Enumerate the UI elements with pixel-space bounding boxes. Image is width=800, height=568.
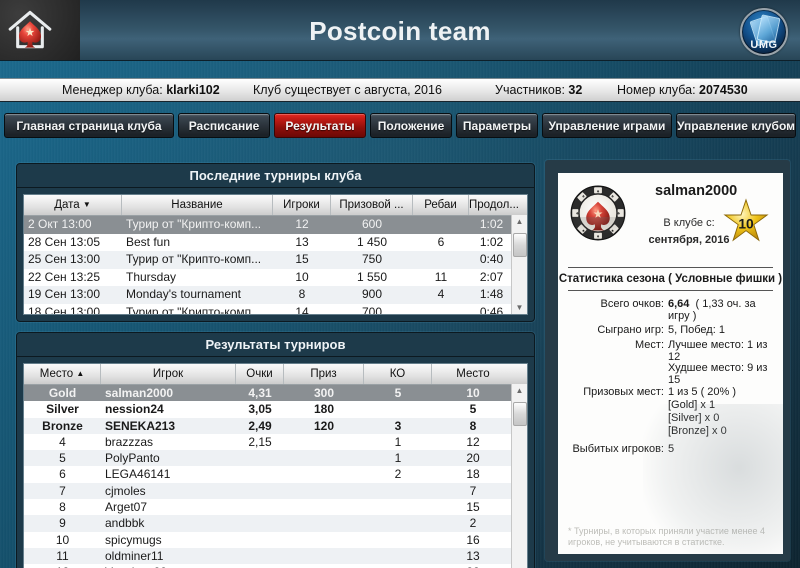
svg-text:10: 10 xyxy=(738,216,754,231)
